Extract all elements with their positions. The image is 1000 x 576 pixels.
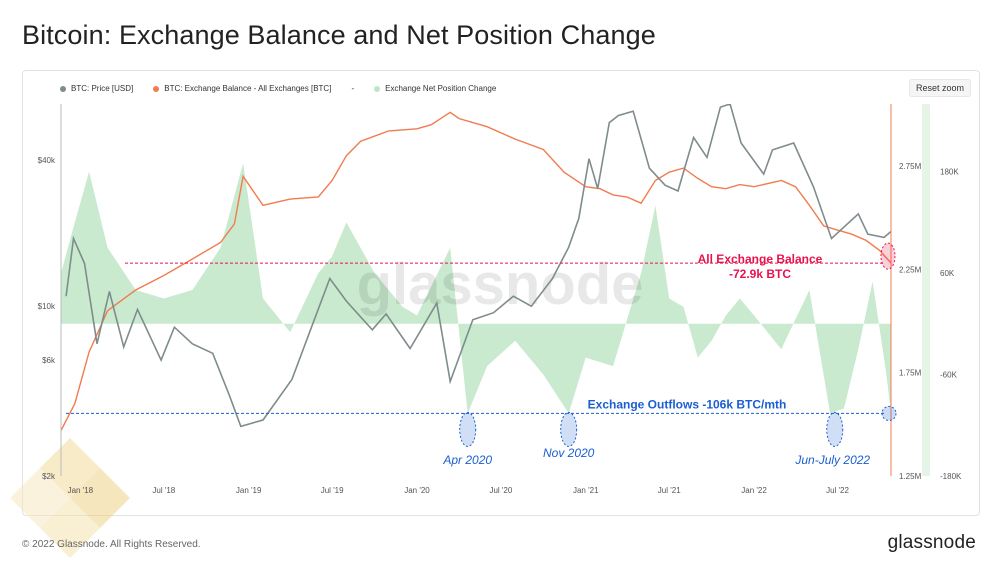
legend-item-balance[interactable]: BTC: Exchange Balance - All Exchanges [B…	[153, 84, 331, 93]
legend-label-balance: BTC: Exchange Balance - All Exchanges [B…	[164, 84, 332, 93]
footer-brand-logo: glassnode	[887, 532, 976, 553]
page-title: Bitcoin: Exchange Balance and Net Positi…	[22, 20, 656, 50]
legend-marker-balance	[153, 85, 160, 92]
legend-item-price[interactable]: BTC: Price [USD]	[60, 84, 133, 93]
legend-label-netpos: Exchange Net Position Change	[385, 84, 497, 93]
legend-separator: -	[351, 84, 354, 93]
legend-marker-netpos	[374, 85, 381, 92]
legend-separator-text: -	[351, 84, 355, 93]
chart-frame: Reset zoom	[22, 70, 980, 516]
legend-item-netpos[interactable]: Exchange Net Position Change	[374, 84, 496, 93]
footer-copyright: © 2022 Glassnode. All Rights Reserved.	[22, 539, 201, 550]
chart-legend: BTC: Price [USD] BTC: Exchange Balance -…	[60, 84, 496, 93]
reset-zoom-button[interactable]: Reset zoom	[908, 79, 971, 97]
legend-label-price: BTC: Price [USD]	[71, 84, 134, 93]
legend-marker-price	[60, 85, 66, 92]
